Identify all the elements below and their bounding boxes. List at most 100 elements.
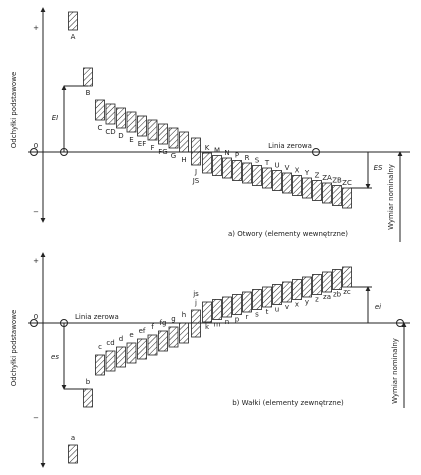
axis-label: Odchyłki podstawowe (10, 310, 18, 386)
zero-line-label: Linia zerowa (268, 142, 312, 150)
tolerance-zone (342, 187, 352, 209)
nominal-label: Wymiar nominalny (391, 338, 399, 404)
tolerance-zone (272, 170, 282, 191)
tolerance-zone (282, 281, 292, 303)
zone-letter: y (305, 298, 309, 306)
tolerance-zone (312, 274, 322, 295)
tolerance-zone (332, 185, 342, 206)
zone-letter: z (315, 296, 319, 304)
tolerance-zone (105, 350, 116, 372)
zone-letter: f (151, 323, 154, 331)
tolerance-zone (262, 167, 272, 189)
tolerance-zone (342, 266, 352, 288)
zone-letter: E (129, 136, 133, 144)
zone-letter: N (224, 149, 229, 157)
zone-letter: EF (138, 140, 146, 148)
tolerance-zone (262, 286, 272, 308)
tolerance-zone (232, 160, 242, 181)
zone-letter: c (98, 343, 102, 351)
zone-letter: zc (343, 288, 351, 296)
zone-letter: M (214, 147, 220, 155)
tolerance-zone (179, 131, 189, 153)
minus-sign: − (33, 208, 39, 216)
tolerance-zone (137, 115, 147, 137)
tolerance-zone (312, 180, 322, 201)
plus-sign: + (33, 257, 39, 265)
zone-letter: X (295, 167, 300, 175)
zone-letter: u (275, 306, 279, 314)
tolerance-zone (252, 289, 262, 310)
zero-sign: 0 (34, 313, 38, 321)
axis-label: Odchyłki podstawowe (10, 72, 18, 148)
tolerance-zone (242, 162, 252, 184)
zone-letter: J (194, 168, 197, 176)
zone-letter: j (194, 299, 197, 307)
tolerance-zone (158, 123, 168, 145)
zone-letter: CD (105, 128, 115, 136)
zone-letter: js (192, 290, 199, 298)
zone-letter: za (323, 293, 331, 301)
tolerance-zone (126, 111, 137, 133)
tolerance-zone (332, 269, 342, 290)
zone-letter: ZB (332, 177, 342, 185)
zone-letter: S (255, 157, 260, 165)
zone-letter: D (118, 132, 123, 140)
tolerance-zone (179, 322, 189, 344)
tolerance-zone (116, 107, 126, 129)
tolerance-zone (322, 271, 332, 293)
deviation-label: ES (374, 164, 383, 172)
zone-letter: A (71, 33, 76, 41)
tolerance-zone (322, 182, 332, 204)
tolerance-zone (95, 99, 105, 121)
caption: a) Otwory (elementy wewnętrzne) (228, 230, 348, 238)
zone-letter: s (255, 311, 259, 319)
tolerance-zone (272, 284, 282, 305)
tolerance-zone (282, 172, 292, 194)
tolerance-zone (222, 157, 232, 179)
zero-line-label: Linia zerowa (75, 313, 119, 321)
zone-letter: zb (333, 291, 342, 299)
zone-letter: V (285, 164, 290, 172)
zone-letter: p (235, 316, 240, 324)
nominal-label: Wymiar nominalny (387, 164, 395, 230)
tolerance-zone (292, 175, 302, 196)
zone-letter: fg (160, 319, 167, 327)
zone-letter: h (182, 311, 186, 319)
tolerance-zone (116, 346, 126, 368)
zone-letter: U (274, 162, 279, 170)
zone-letter: H (181, 156, 186, 164)
zone-letter: Z (315, 172, 320, 180)
tolerance-zone (147, 334, 158, 356)
tolerance-zone (302, 276, 312, 298)
tolerance-zone (105, 103, 116, 125)
caption: b) Wałki (elementy zewnętrzne) (232, 399, 344, 407)
tolerance-zone (202, 152, 212, 174)
tolerance-zone (68, 444, 78, 464)
tolerance-zone (95, 354, 105, 376)
zone-letter: JS (192, 177, 200, 185)
tolerance-zone (83, 67, 93, 87)
tolerance-zone (212, 299, 222, 320)
tolerance-zone (191, 137, 201, 166)
deviation-label: ei (375, 303, 381, 311)
tolerance-zone (252, 165, 262, 186)
tolerance-zone (168, 326, 179, 348)
zone-letter: x (295, 301, 299, 309)
zone-letter: C (98, 124, 103, 132)
tolerance-zone (232, 294, 242, 315)
tolerance-zone (137, 338, 147, 360)
zone-letter: n (225, 318, 229, 326)
tolerance-zone (222, 296, 232, 318)
zone-letter: b (86, 378, 91, 386)
tolerance-zone (242, 291, 252, 313)
zone-letter: t (266, 308, 269, 316)
zone-letter: ef (139, 327, 146, 335)
zone-letter: K (205, 144, 210, 152)
zone-letter: P (235, 152, 239, 160)
tolerance-zone (68, 11, 78, 31)
deviation-label: EI (52, 114, 59, 122)
zone-letter: e (129, 331, 133, 339)
zone-letter: B (86, 89, 91, 97)
origin-mark (30, 148, 38, 156)
